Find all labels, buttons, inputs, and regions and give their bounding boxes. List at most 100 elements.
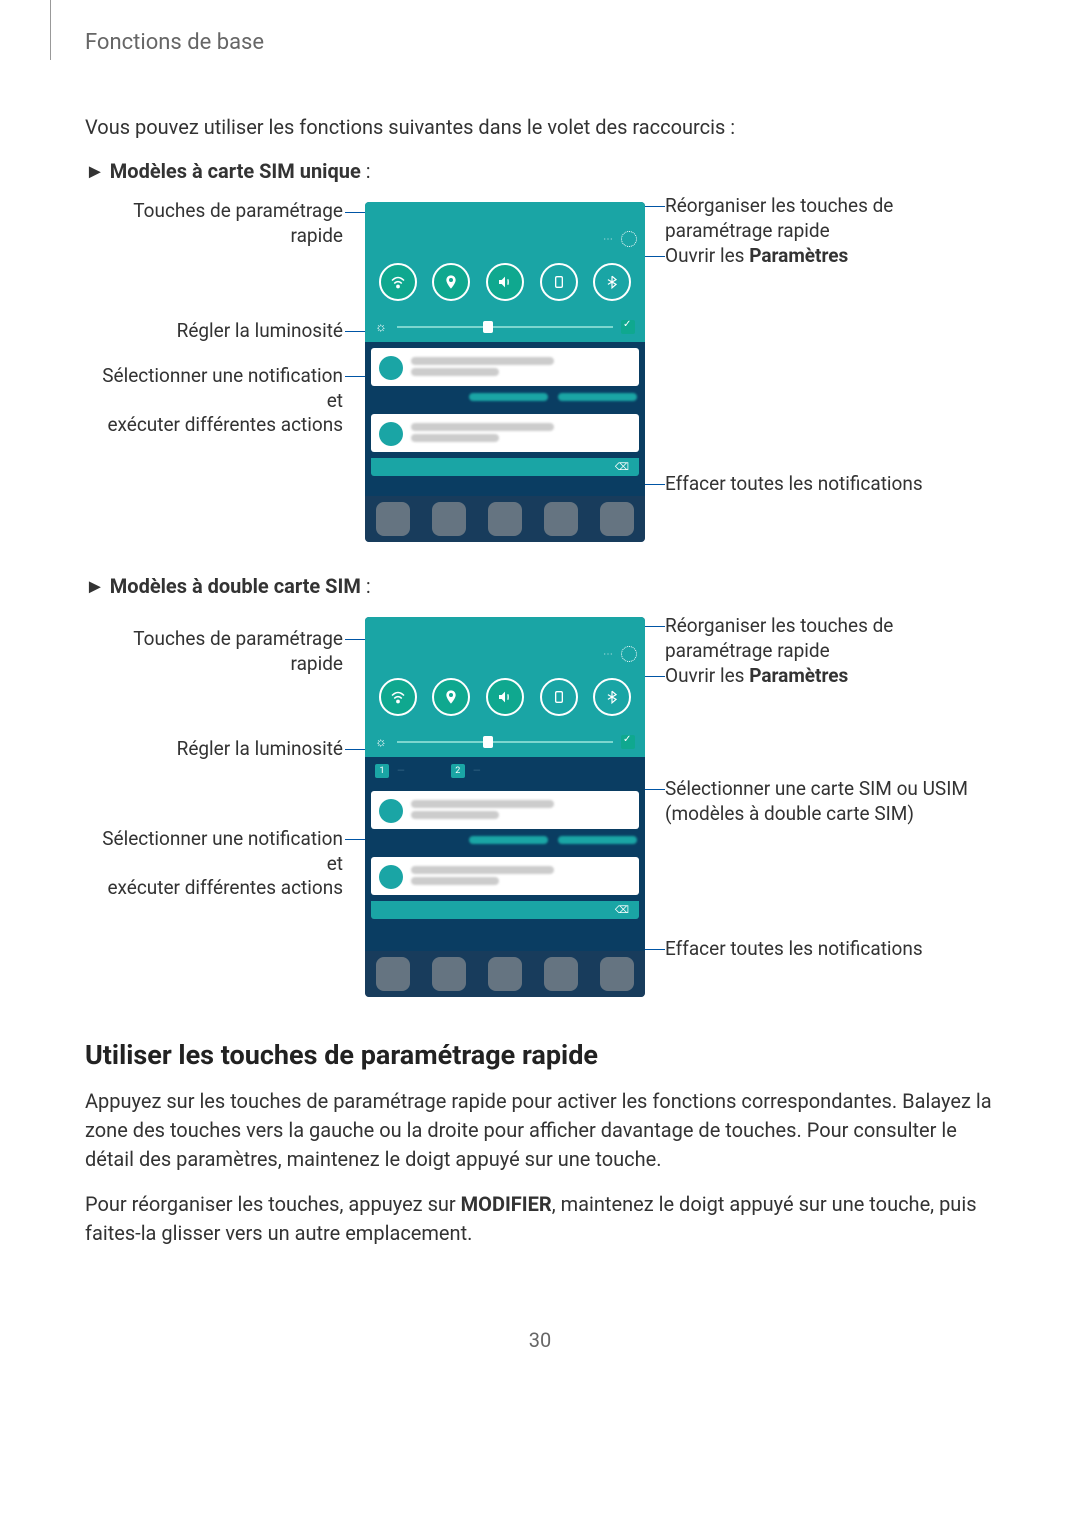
notification-actions	[365, 829, 645, 851]
edit-row: ⋯	[365, 226, 645, 252]
clear-all-bar: ⌫	[371, 901, 639, 919]
clear-all-bar: ⌫	[371, 458, 639, 476]
sim1-chip: 1	[375, 764, 389, 778]
wifi-icon	[379, 263, 417, 301]
dock-icon	[432, 502, 466, 536]
slider-knob	[483, 736, 493, 748]
bottom-dock	[365, 496, 645, 542]
blurred-action	[558, 836, 637, 844]
callout-quick-settings: Touches de paramétrage rapide	[85, 199, 343, 248]
left-margin-rule	[50, 0, 51, 60]
blurred-action	[558, 393, 637, 401]
model-dual-sim-label: ► Modèles à double carte SIM :	[85, 574, 995, 599]
notification-card	[371, 791, 639, 829]
arrow-icon: ►	[85, 159, 105, 183]
status-bar	[365, 202, 645, 226]
callout-sim-select: Sélectionner une carte SIM ou USIM (modè…	[665, 777, 968, 826]
rotate-icon	[540, 678, 578, 716]
bluetooth-icon	[593, 678, 631, 716]
arrow-icon: ►	[85, 574, 105, 598]
edit-row: ⋯	[365, 641, 645, 667]
usb-icon	[379, 422, 403, 446]
blurred-text	[411, 800, 554, 808]
dock-icon	[600, 502, 634, 536]
callout-open-settings: Ouvrir les Paramètres	[665, 244, 848, 269]
paragraph-2: Pour réorganiser les touches, appuyez su…	[85, 1190, 995, 1248]
callout-clear-all: Effacer toutes les notifications	[665, 472, 923, 497]
phone-mock-dual: ⋯	[365, 617, 645, 997]
usb-icon	[379, 865, 403, 889]
slider-knob	[483, 321, 493, 333]
blurred-action	[469, 836, 548, 844]
dock-icon	[544, 502, 578, 536]
callout-brightness: Régler la luminosité	[85, 737, 343, 762]
brightness-row: ☼	[365, 727, 645, 757]
callout-reorder: Réorganiser les touches de paramétrage r…	[665, 614, 893, 663]
blurred-text	[411, 368, 499, 376]
callout-brightness: Régler la luminosité	[85, 319, 343, 344]
calendar-icon	[379, 799, 403, 823]
notification-card-usb	[371, 414, 639, 452]
calendar-icon	[379, 356, 403, 380]
dock-icon	[376, 957, 410, 991]
auto-brightness-check	[621, 735, 635, 749]
rotate-icon	[540, 263, 578, 301]
dock-icon	[544, 957, 578, 991]
model2-bold: Modèles à double carte SIM	[110, 574, 361, 598]
wifi-icon	[379, 678, 417, 716]
dock-icon	[488, 502, 522, 536]
diagram-single-sim: Touches de paramétrage rapide Régler la …	[85, 194, 995, 554]
blurred-text	[411, 811, 499, 819]
brightness-icon: ☼	[375, 734, 389, 750]
location-icon	[432, 678, 470, 716]
notification-card-usb	[371, 857, 639, 895]
brightness-slider	[397, 741, 613, 743]
quick-settings-row	[365, 667, 645, 727]
callout-clear-all: Effacer toutes les notifications	[665, 937, 923, 962]
sim2-chip: 2	[451, 764, 465, 778]
auto-brightness-check	[621, 320, 635, 334]
blurred-text	[411, 866, 554, 874]
bluetooth-icon	[593, 263, 631, 301]
bottom-dock	[365, 951, 645, 997]
location-icon	[432, 263, 470, 301]
diagram-dual-sim: Touches de paramétrage rapide Régler la …	[85, 609, 995, 1009]
blurred-text	[411, 434, 499, 442]
dock-icon	[600, 957, 634, 991]
paragraph-1: Appuyez sur les touches de paramétrage r…	[85, 1087, 995, 1174]
intro-text: Vous pouvez utiliser les fonctions suiva…	[85, 115, 995, 139]
gear-icon	[621, 231, 637, 247]
blurred-action	[469, 393, 548, 401]
phone-mock-single: ⋯	[365, 202, 645, 542]
callout-open-settings: Ouvrir les Paramètres	[665, 664, 848, 689]
callout-select-notif: Sélectionner une notification et exécute…	[85, 364, 343, 438]
blurred-text	[411, 357, 554, 365]
notification-card	[371, 348, 639, 386]
notification-actions	[365, 386, 645, 408]
dock-icon	[376, 502, 410, 536]
brightness-icon: ☼	[375, 319, 389, 335]
section-heading: Utiliser les touches de paramétrage rapi…	[85, 1039, 995, 1071]
sound-icon	[486, 678, 524, 716]
brightness-row: ☼	[365, 312, 645, 342]
model1-bold: Modèles à carte SIM unique	[110, 159, 361, 183]
callout-quick-settings: Touches de paramétrage rapide	[85, 627, 343, 676]
page-header: Fonctions de base	[85, 30, 995, 55]
blurred-text	[411, 877, 499, 885]
page-number: 30	[85, 1328, 995, 1352]
gear-icon	[621, 646, 637, 662]
status-bar	[365, 617, 645, 641]
sim-selector-row: 1 — 2 —	[365, 757, 645, 785]
edit-label: ⋯	[603, 234, 613, 245]
dock-icon	[488, 957, 522, 991]
edit-label: ⋯	[603, 649, 613, 660]
dock-icon	[432, 957, 466, 991]
quick-settings-row	[365, 252, 645, 312]
sound-icon	[486, 263, 524, 301]
callout-reorder: Réorganiser les touches de paramétrage r…	[665, 194, 893, 243]
blurred-text	[411, 423, 554, 431]
brightness-slider	[397, 326, 613, 328]
sim1-label-blur: —	[397, 766, 405, 777]
callout-select-notif: Sélectionner une notification et exécute…	[85, 827, 343, 901]
sim2-label-blur: —	[473, 766, 481, 777]
